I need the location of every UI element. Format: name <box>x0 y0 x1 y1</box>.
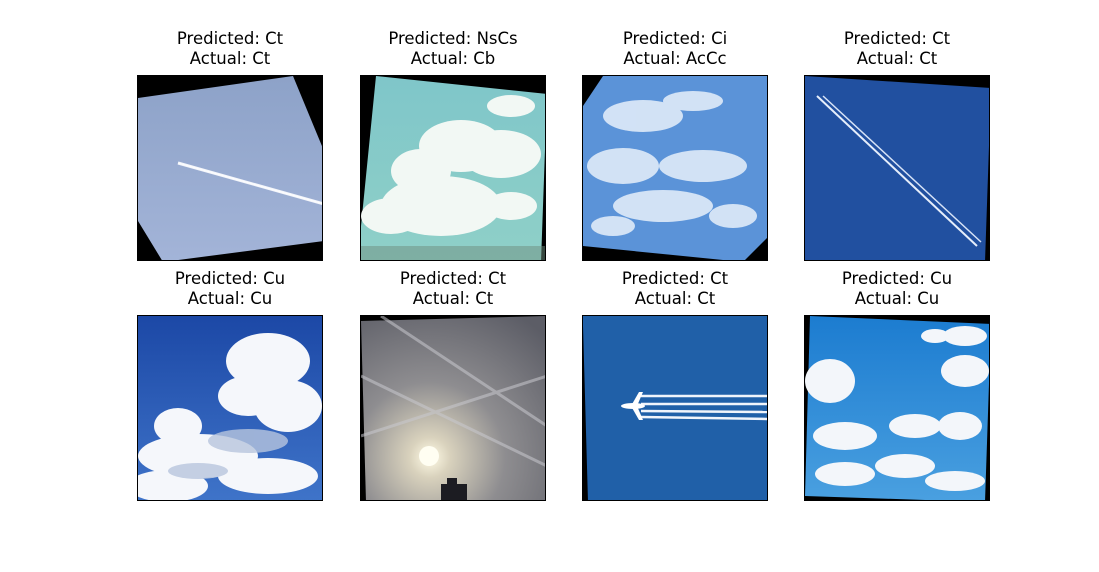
predicted-label: Predicted: Ct <box>176 29 284 48</box>
predicted-label: Predicted: NsCs <box>388 29 518 48</box>
cloud-image <box>360 315 546 501</box>
panel-title: Predicted: Ct Actual: Ct <box>320 269 586 309</box>
cloud-image <box>360 75 546 261</box>
predicted-label: Predicted: Cu <box>841 269 953 288</box>
predicted-label: Predicted: Ct <box>621 269 729 288</box>
predicted-label: Predicted: Ct <box>399 269 507 288</box>
actual-label: Actual: Ct <box>856 49 938 68</box>
panel-title: Predicted: NsCs Actual: Cb <box>320 29 586 69</box>
actual-label: Actual: Ct <box>412 289 494 308</box>
actual-label: Actual: Cu <box>187 289 273 308</box>
cloud-image <box>582 75 768 261</box>
actual-label: Actual: Cb <box>410 49 496 68</box>
predicted-label: Predicted: Ct <box>843 29 951 48</box>
panel-title: Predicted: Cu Actual: Cu <box>97 269 363 309</box>
cloud-image <box>804 75 990 261</box>
panel-title: Predicted: Ci Actual: AcCc <box>542 29 808 69</box>
actual-label: Actual: Cu <box>854 289 940 308</box>
panel-title: Predicted: Ct Actual: Ct <box>542 269 808 309</box>
actual-label: Actual: Ct <box>634 289 716 308</box>
cloud-image <box>582 315 768 501</box>
panel-title: Predicted: Ct Actual: Ct <box>764 29 1030 69</box>
cloud-image <box>137 315 323 501</box>
actual-label: Actual: AcCc <box>623 49 727 68</box>
predicted-label: Predicted: Ci <box>622 29 728 48</box>
actual-label: Actual: Ct <box>189 49 271 68</box>
panel-title: Predicted: Ct Actual: Ct <box>97 29 363 69</box>
cloud-image <box>137 75 323 261</box>
panel-title: Predicted: Cu Actual: Cu <box>764 269 1030 309</box>
cloud-image <box>804 315 990 501</box>
predicted-label: Predicted: Cu <box>174 269 286 288</box>
